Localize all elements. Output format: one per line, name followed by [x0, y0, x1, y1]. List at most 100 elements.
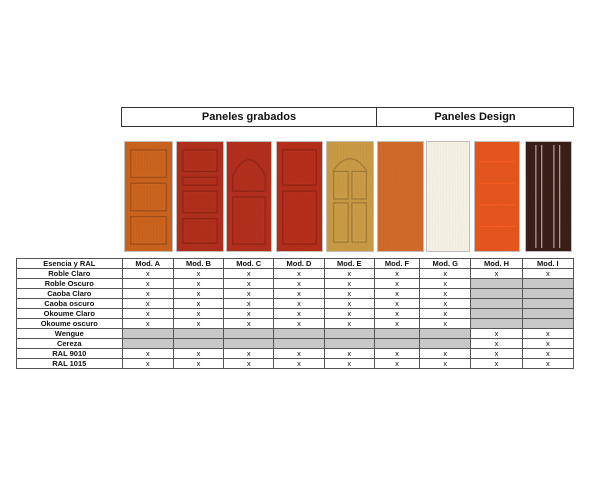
availability-mark: x — [470, 338, 523, 349]
availability-mark: x — [121, 348, 174, 359]
door-image-mod-b — [176, 141, 224, 252]
availability-mark: x — [172, 288, 225, 299]
table-row: Caoba Claro x x x x x x x — [16, 288, 575, 299]
unavailable-cell — [323, 328, 375, 339]
availability-mark: x — [172, 318, 225, 329]
group-header-paneles-grabados: Paneles grabados — [121, 107, 377, 127]
availability-mark: x — [373, 358, 421, 369]
row-label: Roble Oscuro — [16, 278, 123, 289]
door-image-mod-g — [426, 141, 470, 252]
unavailable-cell — [470, 288, 523, 299]
availability-mark: x — [223, 308, 275, 319]
availability-mark: x — [323, 278, 375, 289]
door-image-mod-c — [226, 141, 272, 252]
availability-mark: x — [470, 358, 523, 369]
availability-mark: x — [373, 278, 421, 289]
row-label: Cereza — [16, 338, 123, 349]
availability-mark: x — [373, 348, 421, 359]
availability-mark: x — [273, 298, 325, 309]
availability-mark: x — [223, 298, 275, 309]
availability-mark: x — [223, 358, 275, 369]
unavailable-cell — [323, 338, 375, 349]
row-label: Roble Claro — [16, 268, 123, 279]
header-esencia-ral: Esencia y RAL — [16, 258, 123, 269]
availability-mark: x — [373, 288, 421, 299]
availability-mark: x — [521, 328, 575, 339]
availability-mark: x — [121, 358, 174, 369]
row-label: RAL 9010 — [16, 348, 123, 359]
table-row: Wengue x x — [16, 328, 575, 339]
availability-mark: x — [172, 278, 225, 289]
table-row: RAL 1015 x x x x x x x x x — [16, 358, 575, 369]
header-mod-c: Mod. C — [223, 258, 275, 269]
table-header-row: Esencia y RAL Mod. A Mod. B Mod. C Mod. D Mo… — [16, 258, 575, 269]
availability-mark: x — [172, 298, 225, 309]
availability-mark: x — [172, 358, 225, 369]
availability-mark: x — [273, 358, 325, 369]
header-mod-e: Mod. E — [323, 258, 375, 269]
unavailable-cell — [521, 278, 575, 289]
table-row: Roble Oscuro x x x x x x x — [16, 278, 575, 289]
availability-mark: x — [121, 268, 174, 279]
unavailable-cell — [172, 338, 225, 349]
header-mod-h: Mod. H — [470, 258, 523, 269]
unavailable-cell — [470, 298, 523, 309]
unavailable-cell — [470, 318, 523, 329]
table-row: RAL 9010 x x x x x x x x x — [16, 348, 575, 359]
unavailable-cell — [419, 328, 472, 339]
header-mod-a: Mod. A — [121, 258, 174, 269]
availability-mark: x — [223, 318, 275, 329]
availability-mark: x — [121, 278, 174, 289]
availability-mark: x — [223, 288, 275, 299]
unavailable-cell — [273, 328, 325, 339]
unavailable-cell — [521, 318, 575, 329]
row-label: Okoume Claro — [16, 308, 123, 319]
group-header-paneles-design: Paneles Design — [376, 107, 574, 127]
unavailable-cell — [121, 338, 174, 349]
unavailable-cell — [521, 288, 575, 299]
availability-mark: x — [323, 308, 375, 319]
row-label: Caoba Claro — [16, 288, 123, 299]
availability-mark: x — [419, 318, 472, 329]
door-image-mod-a — [124, 141, 173, 252]
unavailable-cell — [419, 338, 472, 349]
unavailable-cell — [373, 338, 421, 349]
availability-mark: x — [273, 348, 325, 359]
availability-mark: x — [373, 298, 421, 309]
availability-mark: x — [470, 348, 523, 359]
availability-mark: x — [172, 268, 225, 279]
availability-mark: x — [323, 288, 375, 299]
availability-mark: x — [419, 298, 472, 309]
availability-mark: x — [521, 348, 575, 359]
availability-mark: x — [419, 288, 472, 299]
table-row: Cereza x x — [16, 338, 575, 349]
header-mod-i: Mod. I — [521, 258, 575, 269]
availability-mark: x — [273, 318, 325, 329]
availability-mark: x — [121, 318, 174, 329]
table-row: Okoume Claro x x x x x x x — [16, 308, 575, 319]
availability-mark: x — [273, 268, 325, 279]
unavailable-cell — [273, 338, 325, 349]
header-mod-f: Mod. F — [373, 258, 421, 269]
unavailable-cell — [373, 328, 421, 339]
table-row: Caoba oscuro x x x x x x x — [16, 298, 575, 309]
availability-mark: x — [323, 318, 375, 329]
availability-mark: x — [470, 328, 523, 339]
availability-mark: x — [419, 278, 472, 289]
header-mod-g: Mod. G — [419, 258, 472, 269]
availability-mark: x — [223, 348, 275, 359]
door-image-mod-d — [276, 141, 323, 252]
door-image-mod-h — [474, 141, 520, 252]
unavailable-cell — [470, 278, 523, 289]
availability-mark: x — [323, 358, 375, 369]
availability-mark: x — [121, 288, 174, 299]
availability-mark: x — [323, 348, 375, 359]
availability-mark: x — [172, 348, 225, 359]
unavailable-cell — [223, 328, 275, 339]
availability-mark: x — [470, 268, 523, 279]
availability-mark: x — [521, 338, 575, 349]
availability-mark: x — [223, 278, 275, 289]
row-label: Wengue — [16, 328, 123, 339]
availability-mark: x — [419, 268, 472, 279]
unavailable-cell — [470, 308, 523, 319]
